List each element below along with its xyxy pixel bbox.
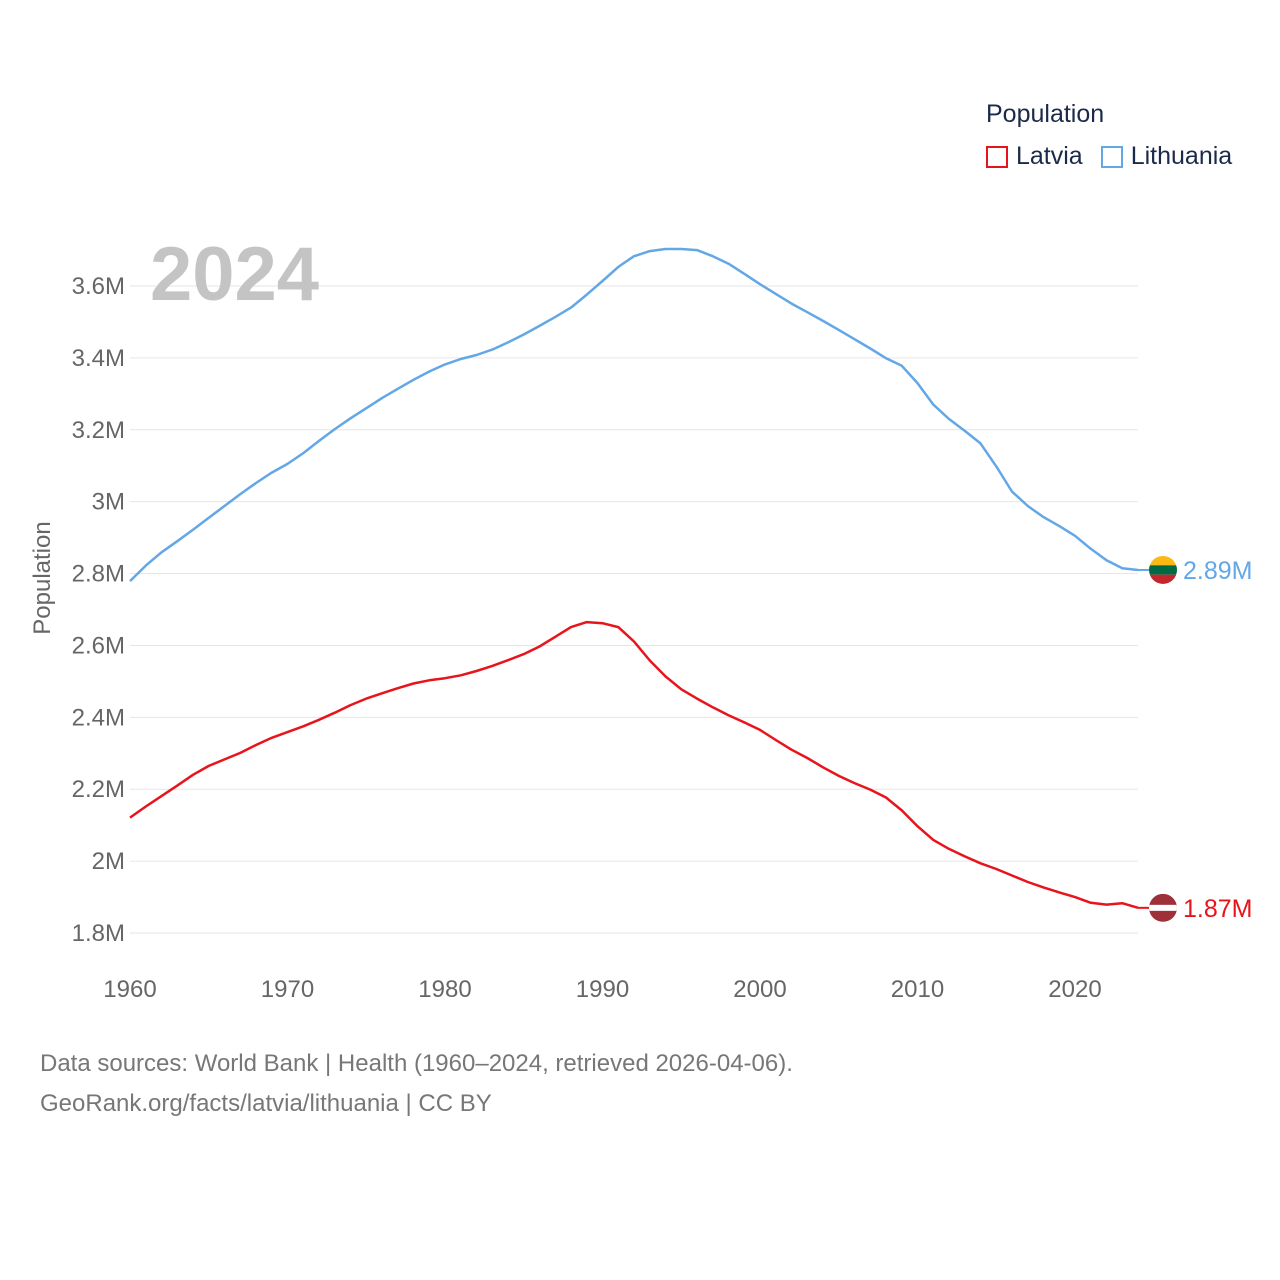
footer-attribution: GeoRank.org/facts/latvia/lithuania | CC … <box>40 1090 492 1117</box>
end-value-label-lithuania: 2.89M <box>1183 557 1252 585</box>
x-tick-label: 1960 <box>103 976 156 1003</box>
y-tick-label: 3M <box>92 489 125 516</box>
x-tick-label: 1970 <box>261 976 314 1003</box>
x-tick-label: 2000 <box>733 976 786 1003</box>
y-axis-label: Population <box>29 521 56 634</box>
x-tick-label: 1990 <box>576 976 629 1003</box>
legend-item-lithuania[interactable]: Lithuania <box>1100 142 1233 171</box>
legend-swatch-latvia <box>986 145 1008 168</box>
legend-title: Population <box>986 100 1105 128</box>
y-tick-label: 3.4M <box>72 345 125 372</box>
end-value-label-latvia: 1.87M <box>1183 895 1252 923</box>
y-tick-label: 1.8M <box>72 920 125 947</box>
flag-latvia-icon <box>1149 893 1177 922</box>
legend-swatch-lithuania <box>1100 145 1123 168</box>
y-tick-label: 2.2M <box>72 776 125 803</box>
gridlines <box>130 285 1138 934</box>
y-tick-label: 3.6M <box>72 273 125 300</box>
footer: Data sources: World Bank | Health (1960–… <box>40 1044 793 1124</box>
legend: Latvia Lithuania <box>986 142 1250 171</box>
x-axis-ticks: 1960 1970 1980 1990 2000 2010 2020 <box>103 976 1101 1003</box>
legend-label-lithuania: Lithuania <box>1130 142 1233 170</box>
y-tick-label: 3.2M <box>72 417 125 444</box>
legend-item-latvia[interactable]: Latvia <box>986 142 1083 171</box>
x-tick-label: 1980 <box>418 976 471 1003</box>
current-year-label: 2024 <box>150 232 319 317</box>
y-tick-label: 2.4M <box>72 704 125 731</box>
y-axis-ticks: 1.8M 2M 2.2M 2.4M 2.6M 2.8M 3M 3.2M 3.4M 3.6M <box>72 273 125 947</box>
legend-label-latvia: Latvia <box>1016 142 1083 170</box>
x-tick-label: 2020 <box>1048 976 1101 1003</box>
series-line-latvia <box>129 620 1139 909</box>
y-tick-label: 2.6M <box>72 632 125 659</box>
series-line-lithuania <box>129 247 1139 582</box>
footer-sources: Data sources: World Bank | Health (1960–… <box>40 1050 793 1077</box>
x-tick-label: 2010 <box>891 976 944 1003</box>
y-tick-label: 2M <box>92 848 125 875</box>
series-end-markers: 1.87M 2.89M <box>1138 555 1252 923</box>
series-lines <box>129 247 1139 909</box>
y-tick-label: 2.8M <box>72 561 125 588</box>
flag-lithuania-icon <box>1149 555 1177 584</box>
